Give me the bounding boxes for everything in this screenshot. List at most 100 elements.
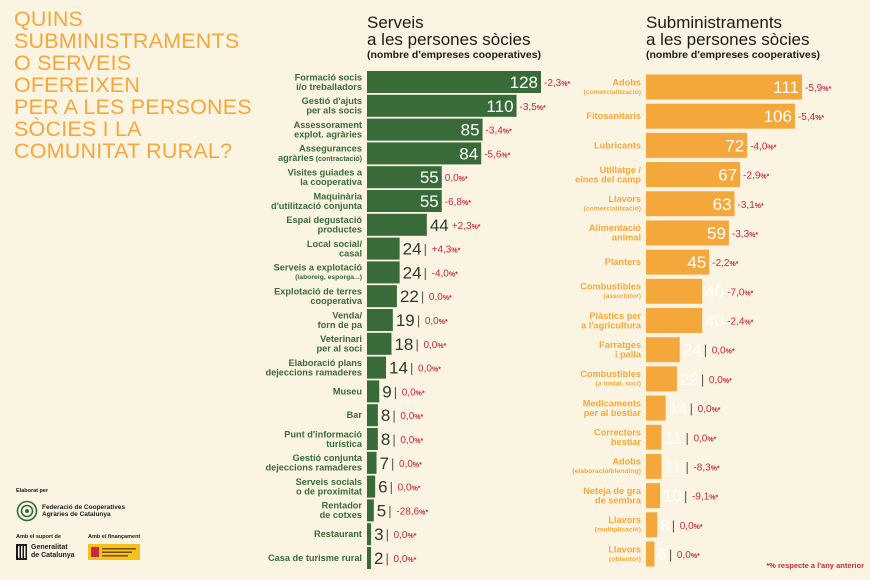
services-title-line1: Serveis: [367, 13, 424, 32]
value-label-services-0: 128: [510, 73, 538, 92]
category-text-services-0: i/o treballadors: [296, 82, 362, 92]
category-text-services-1: Gestió d'ajuts: [302, 96, 362, 106]
bar-services-5: [367, 190, 442, 212]
category-label-services-14: Bar: [347, 410, 363, 420]
change-label-supplies-5: -3,3%*: [732, 229, 758, 240]
supplies-title-line1: Subministraments: [646, 13, 783, 32]
category-text-services-17: Serveis socials: [296, 477, 362, 487]
org-name-line1: Federació de Cooperatives: [42, 503, 126, 511]
category-text-services-15: turística: [326, 439, 363, 449]
change-label-supplies-6: -2,2%*: [712, 258, 738, 269]
credits-prepared: Elaborat per Federació de Cooperatives A…: [16, 488, 125, 522]
credits-support: Amb el suport de Generalitat de Cataluny…: [16, 534, 75, 560]
change-separator-services-18: |: [388, 503, 391, 518]
services-chart-title: Serveis a les persones sòcies (nombre d'…: [367, 14, 541, 61]
value-label-services-14: 8: [381, 406, 390, 425]
category-text-services-9: Explotació de terres: [274, 286, 362, 296]
change-label-services-2: -3,4%*: [486, 126, 512, 137]
bar-supplies-3: [646, 162, 741, 188]
bar-services-10: [367, 309, 393, 331]
category-text-services-5: d'utilització conjunta: [271, 201, 363, 211]
bar-supplies-5: [646, 220, 729, 246]
value-label-services-15: 8: [381, 430, 390, 449]
value-label-supplies-12: 11: [664, 428, 682, 447]
change-label-services-6: +2,3%*: [452, 221, 481, 232]
bar-supplies-10: [646, 366, 677, 392]
value-label-services-20: 2: [374, 549, 383, 568]
category-text-services-6: productes: [318, 225, 362, 235]
change-label-services-8: -4,0%*: [432, 268, 458, 279]
headline-line: SÒCIES I LA: [14, 117, 142, 141]
value-label-supplies-16: 6: [657, 545, 666, 564]
value-label-supplies-4: 63: [713, 195, 732, 214]
bar-services-13: [367, 380, 380, 403]
bar-supplies-0: [646, 74, 802, 100]
category-text-services-3: agràries (contractació): [278, 153, 362, 163]
category-label-services-20: Casa de turisme rural: [268, 553, 362, 563]
category-text-services-8: Serveis a explotació: [274, 263, 363, 273]
change-label-supplies-9: 0,0%*: [712, 346, 735, 357]
value-label-supplies-2: 72: [725, 136, 744, 155]
change-label-services-19: 0,0%*: [394, 530, 417, 541]
bar-services-18: [367, 499, 374, 522]
bar-services-8: [367, 261, 400, 284]
bar-supplies-1: [646, 103, 795, 129]
category-text-services-5: Maquinària: [314, 191, 363, 201]
value-label-services-7: 24: [403, 240, 422, 259]
value-label-supplies-0: 111: [773, 78, 799, 97]
change-label-services-14: 0,0%*: [400, 411, 423, 422]
prepared-by-label: Elaborat per: [16, 488, 49, 494]
value-label-services-2: 85: [461, 121, 480, 140]
value-label-supplies-5: 59: [707, 224, 726, 243]
value-label-services-8: 24: [403, 263, 422, 282]
headline: QUINS SUBMINISTRAMENTS O SERVEIS OFEREIX…: [14, 8, 254, 162]
category-label-services-10: Venda/forn de pa: [318, 310, 363, 330]
category-text-services-13: Museu: [333, 386, 362, 396]
category-text-services-18: de cotxes: [320, 510, 362, 520]
change-label-services-3: -5,6%*: [484, 149, 510, 160]
value-label-services-6: 44: [430, 216, 449, 235]
value-label-supplies-3: 67: [718, 166, 737, 185]
services-subtitle: (nombre d'empreses cooperatives): [367, 49, 542, 61]
value-label-services-16: 7: [380, 454, 389, 473]
bar-services-4: [367, 166, 442, 189]
bar-services-6: [367, 213, 427, 236]
category-text-services-16: dejeccions ramaderes: [265, 463, 362, 473]
change-label-supplies-12: 0,0%*: [693, 433, 716, 444]
change-separator-supplies-9: |: [704, 343, 707, 358]
value-label-supplies-7: 40: [705, 282, 724, 301]
change-label-services-10: 0,0%*: [425, 316, 448, 327]
change-separator-services-13: |: [394, 384, 397, 399]
change-label-supplies-7: -7,0%*: [727, 287, 753, 298]
change-label-services-4: 0,0%*: [445, 173, 468, 184]
category-note-services-8: (laboreig, esporga...): [295, 274, 362, 281]
category-text-services-7: casal: [339, 248, 362, 258]
generalitat-logo-icon: [16, 544, 27, 560]
change-label-services-15: 0,0%*: [400, 435, 423, 446]
value-label-supplies-8: 40: [705, 312, 724, 331]
supplies-subtitle: (nombre d'empreses cooperatives): [646, 49, 821, 61]
bar-supplies-2: [646, 132, 748, 158]
category-text-services-19: Restaurant: [314, 529, 362, 539]
change-label-services-0: -2,3%*: [544, 78, 570, 89]
change-separator-supplies-15: |: [672, 518, 675, 533]
fcac-logo-icon: [16, 500, 38, 522]
value-label-supplies-14: 10: [663, 487, 682, 506]
category-text-services-15: Punt d'informació: [284, 429, 362, 439]
change-label-services-1: -3,5%*: [520, 102, 546, 113]
bar-supplies-4: [646, 191, 735, 217]
value-label-supplies-11: 14: [669, 399, 688, 418]
change-label-services-7: +4,3%*: [432, 245, 461, 256]
bar-services-14: [367, 404, 378, 427]
bar-services-7: [367, 237, 400, 260]
category-text-services-11: per al soci: [317, 344, 362, 354]
ministry-logo-icon: [88, 544, 140, 560]
category-text-services-3: Assegurances: [299, 144, 362, 154]
category-text-services-9: cooperativa: [310, 296, 362, 306]
value-label-services-5: 55: [420, 192, 439, 211]
change-label-supplies-3: -2,9%*: [743, 171, 769, 182]
